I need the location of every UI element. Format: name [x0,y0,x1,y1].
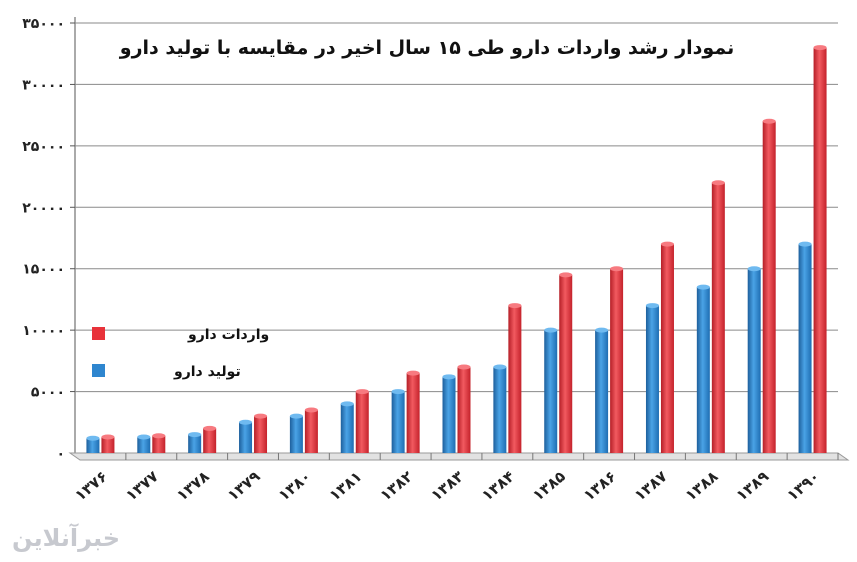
bar-cap [696,284,710,290]
bar-cap [813,45,827,51]
y-tick-label: ۵۰۰۰ [31,385,65,401]
y-tick-label: ۲۵۰۰۰ [22,139,65,155]
x-tick-label: ۱۳۸۶ [580,467,620,504]
x-tick-label: ۱۳۷۹ [224,467,264,504]
legend-label-production: تولید دارو [173,364,241,380]
legend-label-imports: واردات دارو [187,327,269,343]
x-tick-label: ۱۳۹۰ [784,467,824,504]
bar-cap [304,407,318,413]
bar-production [340,403,354,453]
bar-cap [391,389,405,395]
bar-imports [813,47,827,453]
x-tick-label: ۱۳۸۲ [377,467,417,504]
x-tick-label: ۱۳۸۷ [631,467,671,504]
bar-production [595,330,609,453]
bar-cap [798,241,812,247]
bar-imports [152,435,166,453]
bar-cap [406,370,420,376]
bar-cap [101,434,115,440]
bar-imports [101,437,115,453]
x-tick-label: ۱۳۷۶ [71,467,111,504]
bar-production [696,287,710,453]
bar-cap [442,374,456,380]
bar-cap [289,413,303,419]
bar-production [86,438,100,453]
bar-production [747,268,761,453]
bar-cap [645,303,659,309]
bar-imports [660,244,674,453]
bar-cap [152,433,166,439]
bar-cap [188,432,202,438]
bar-cap [254,413,268,419]
x-tick-label: ۱۳۸۳ [427,467,467,504]
bar-imports [610,268,624,453]
legend-swatch-production [92,364,105,377]
bar-cap [457,364,471,370]
bar-imports [304,410,318,453]
bar-production [798,244,812,453]
bar-cap [544,327,558,333]
y-tick-labels: ۰ ۵۰۰۰ ۱۰۰۰۰ ۱۵۰۰۰ ۲۰۰۰۰ ۲۵۰۰۰ ۳۰۰۰۰ ۳۵۰۰۰ [22,16,65,462]
bar-cap [137,434,151,440]
bar-production [645,305,659,453]
legend-swatch-imports [92,327,105,340]
x-tick-labels: ۱۳۷۶ ۱۳۷۷ ۱۳۷۸ ۱۳۷۹ ۱۳۸۰ ۱۳۸۱ ۱۳۸۲ ۱۳۸۳ ۱۳۸۴ ۱۳۸۵… [71,467,823,504]
bars [86,45,839,460]
bar-imports [762,121,776,454]
bar-cap [239,419,253,425]
x-tick-label: ۱۳۸۹ [733,467,773,504]
bar-cap [559,272,573,278]
bar-production [137,437,151,453]
bar-cap [355,389,369,395]
bar-cap [595,327,609,333]
chart-title: نمودار رشد واردات دارو طی ۱۵ سال اخیر در… [119,37,734,59]
watermark-logo: خبرآنلاین [12,523,120,552]
bar-imports [355,391,369,453]
x-tick-label: ۱۳۷۷ [122,467,162,504]
bar-imports [254,416,268,453]
bar-cap [660,241,674,247]
bar-production [493,367,507,453]
x-tick-label: ۱۳۸۱ [326,467,366,504]
y-tick-label: ۳۵۰۰۰ [22,16,65,32]
y-tick-label: ۱۵۰۰۰ [22,262,65,278]
bar-cap [762,118,776,124]
x-tick-label: ۱۳۷۸ [173,467,213,504]
bar-production [289,416,303,453]
bar-cap [203,425,217,431]
grid-lines [70,22,838,454]
bar-cap [86,435,100,441]
bar-cap [493,364,507,370]
bar-cap [610,266,624,272]
bar-production [239,422,253,453]
bar-imports [559,274,573,453]
bar-cap [711,180,725,186]
bar-imports [203,428,217,453]
bar-cap [747,266,761,272]
chart-floor [68,452,850,461]
x-tick-label: ۱۳۸۴ [478,467,518,504]
bar-imports [508,305,522,453]
x-tick-label: ۱۳۸۰ [275,467,315,504]
y-tick-label: ۰ [56,446,65,462]
bar-production [188,434,202,453]
y-tick-label: ۲۰۰۰۰ [22,200,65,216]
y-tick-label: ۱۰۰۰۰ [22,323,65,339]
legend: واردات دارو تولید دارو [92,327,269,380]
x-tick-label: ۱۳۸۵ [529,467,569,504]
bar-imports [406,373,420,453]
bar-production [544,330,558,453]
bar-cap [340,401,354,407]
y-tick-label: ۳۰۰۰۰ [22,77,65,93]
x-tick-label: ۱۳۸۸ [682,467,722,504]
bar-production [442,376,456,453]
bar-imports [457,367,471,453]
bar-production [391,391,405,453]
bar-cap [508,303,522,309]
bar-imports [711,182,725,453]
